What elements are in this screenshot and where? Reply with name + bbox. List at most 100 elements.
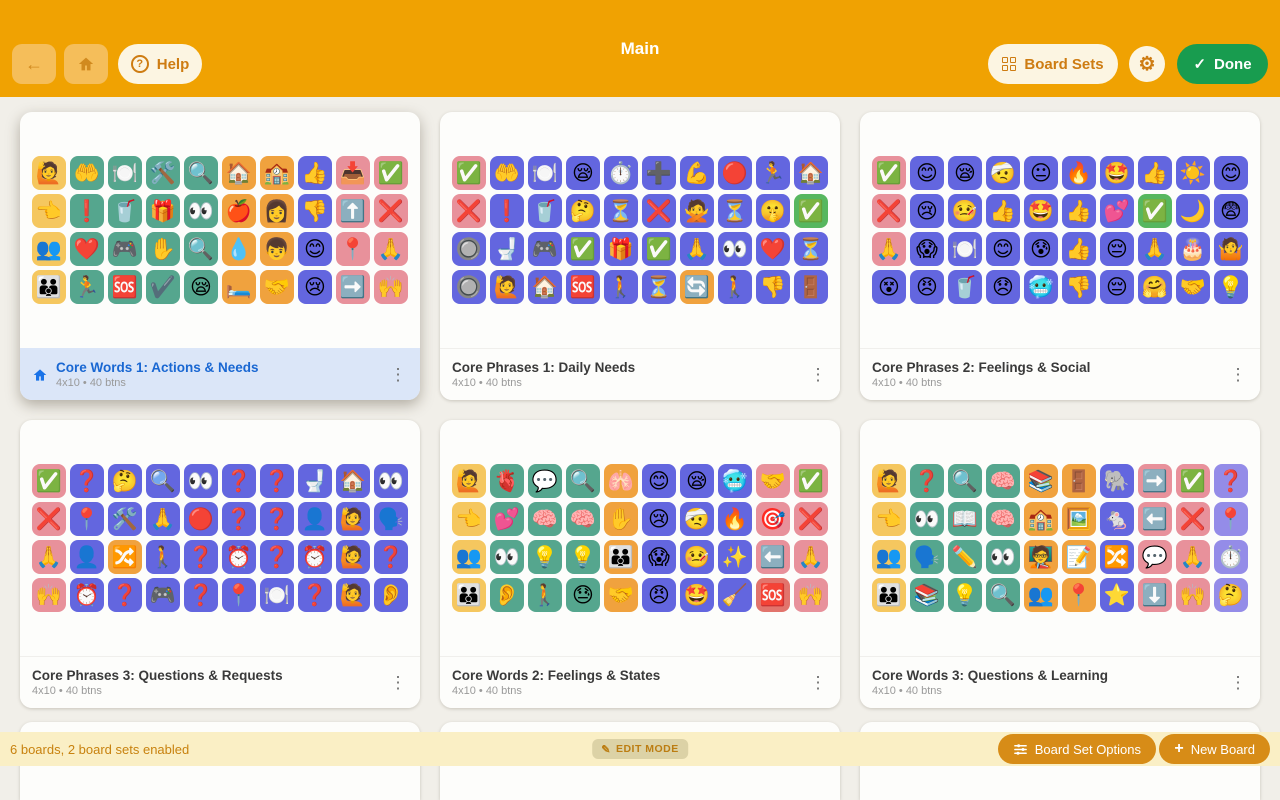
back-button[interactable]: ← [12, 44, 56, 84]
board-title: Core Words 2: Feelings & States [452, 668, 661, 683]
settings-button[interactable]: ⚙ [1129, 46, 1165, 82]
board-card[interactable]: ✅ ❓ 🤔 🔍 👀 ❓ ❓ 🚽 🏠 👀 ❌ 📍 🛠️ 🙏 🔴 ❓ ❓ 👤 🙋 🗣️ 🙏 👤 🔀 🚶 ❓ ⏰ ❓ ⏰ 🙋 ❓ 🙌 ⏰ ❓ 🎮 ❓ 📍 🍽️… [20, 420, 420, 708]
board-preview-cell: 🚶 [146, 540, 180, 574]
board-preview-cell: 🍽️ [108, 156, 142, 190]
board-preview-cell: 🏃 [70, 270, 104, 304]
board-menu-button[interactable]: ⋮ [389, 364, 407, 384]
board-preview-cell: 🥤 [528, 194, 562, 228]
board-preview-cell: ✏️ [948, 540, 982, 574]
board-preview-cell: 😢 [642, 502, 676, 536]
board-menu-button[interactable]: ⋮ [389, 672, 407, 692]
board-preview-cell: 🏫 [260, 156, 294, 190]
board-preview-cell: 🧠 [528, 502, 562, 536]
board-preview-cell: 🤔 [1214, 578, 1248, 612]
board-preview-cell: 🎮 [108, 232, 142, 266]
board-preview-cell: 👥 [452, 540, 486, 574]
top-toolbar: ← ? Help Main Board Sets ⚙ ✓ Done [0, 0, 1280, 97]
board-card[interactable]: 🙋 🤲 🍽️ 🛠️ 🔍 🏠 🏫 👍 📥 ✅ 👈 ❗ 🥤 🎁 👀 🍎 👩 👎 ⬆️ ❌ 👥 ❤️ 🎮 ✋ 🔍 💧 👦 😊 📍 🙏 👪 🏃 🆘 ✔️ 😪… [20, 112, 420, 400]
board-preview-cell: 😠 [910, 270, 944, 304]
board-preview-cell: 👀 [184, 464, 218, 498]
board-preview-cell: 😊 [298, 232, 332, 266]
help-label: Help [156, 55, 190, 73]
board-preview-cell: 💬 [1138, 540, 1172, 574]
board-preview-cell: ✅ [1138, 194, 1172, 228]
board-preview-cell: 🙌 [32, 578, 66, 612]
home-button[interactable] [64, 44, 108, 84]
board-card[interactable]: 🙋 🫀 💬 🔍 🫁 😊 😪 🥶 🤝 ✅ 👈 💕 🧠 🧠 ✋ 😢 🤕 🔥 🎯 ❌ 👥 👀 💡 💡 👪 😱 🤒 ✨ ⬅️ 🙏 👪 👂 🚶 😓 🤝 😠 🤩 🧹 🆘… [440, 420, 840, 708]
board-preview-cell: 👂 [490, 578, 524, 612]
board-preview-cell: 😊 [910, 156, 944, 190]
board-set-options-button[interactable]: Board Set Options [997, 734, 1156, 764]
board-preview-cell: 🔥 [718, 502, 752, 536]
board-menu-button[interactable]: ⋮ [809, 672, 827, 692]
board-preview-cell: 💬 [528, 464, 562, 498]
board-sets-button[interactable]: Board Sets [988, 44, 1118, 84]
board-preview-cell: 💡 [1214, 270, 1248, 304]
board-preview-cell: ➡️ [1138, 464, 1172, 498]
board-preview-cell: ✅ [642, 232, 676, 266]
board-preview-cell: 😪 [566, 156, 600, 190]
board-preview-cell: 🙋 [336, 578, 370, 612]
board-preview-cell: ➕ [642, 156, 676, 190]
board-preview-cell: 🍎 [222, 194, 256, 228]
board-preview-cell: ⏱️ [604, 156, 638, 190]
board-preview-cell: 👍 [986, 194, 1020, 228]
board-preview-cell: 🙋 [490, 270, 524, 304]
board-card[interactable]: ✅ 🤲 🍽️ 😪 ⏱️ ➕ 💪 🔴 🏃 🏠 ❌ ❗ 🥤 🤔 ⏳ ❌ 🙅 ⏳ 🤫 ✅ 🔘 🚽 🎮 ✅ 🎁 ✅ 🙏 👀 ❤️ ⏳ 🔘 🙋 🏠 🆘 🚶 ⏳ 🔄… [440, 112, 840, 400]
board-preview-cell: 📝 [1062, 540, 1096, 574]
board-preview-cell: 🙏 [680, 232, 714, 266]
board-preview-cell: 🤲 [490, 156, 524, 190]
board-preview-cell: 👤 [298, 502, 332, 536]
board-preview-cell: 💡 [566, 540, 600, 574]
board-preview-cell: ✅ [32, 464, 66, 498]
board-preview-cell: ❓ [260, 540, 294, 574]
board-preview-cell: 🔴 [718, 156, 752, 190]
edit-mode-badge: ✎ EDIT MODE [592, 739, 688, 759]
board-preview-cell: 🤒 [948, 194, 982, 228]
board-preview-cell: 🔥 [1062, 156, 1096, 190]
board-title: Core Words 3: Questions & Learning [872, 668, 1109, 683]
board-card-footer: Core Words 1: Actions & Needs 4x10 • 40 b… [20, 348, 420, 400]
board-preview-cell: 👥 [1024, 578, 1058, 612]
board-preview-cell: 🙅 [680, 194, 714, 228]
board-preview-cell: ⬅️ [756, 540, 790, 574]
board-preview-cell: 💡 [948, 578, 982, 612]
board-preview-cell: 🤲 [70, 156, 104, 190]
board-preview: 🙋 ❓ 🔍 🧠 📚 🚪 🐘 ➡️ ✅ ❓ 👈 👀 📖 🧠 🏫 🖼️ 🐁 ⬅️ ❌ 📍 👥 🗣️ ✏️ 👀 🧑‍🏫 📝 🔀 💬 🙏 ⏱️ 👪 📚… [860, 420, 1260, 656]
board-sets-grid-icon [1002, 57, 1017, 71]
board-preview-cell: 🤕 [986, 156, 1020, 190]
board-preview-cell: 🛠️ [108, 502, 142, 536]
board-menu-button[interactable]: ⋮ [809, 364, 827, 384]
board-preview-cell: 😢 [298, 270, 332, 304]
home-board-icon [32, 367, 48, 383]
board-menu-button[interactable]: ⋮ [1229, 672, 1247, 692]
board-preview-cell: ❌ [374, 194, 408, 228]
board-preview-cell: 🤝 [260, 270, 294, 304]
help-button[interactable]: ? Help [118, 44, 202, 84]
board-preview-cell: 👩 [260, 194, 294, 228]
board-preview-cell: 🙌 [374, 270, 408, 304]
done-button[interactable]: ✓ Done [1177, 44, 1268, 84]
board-preview-cell: 😢 [910, 194, 944, 228]
board-preview-cell: ⏱️ [1214, 540, 1248, 574]
board-preview-cell: 👎 [756, 270, 790, 304]
board-card[interactable]: ✅ 😊 😪 🤕 😐 🔥 🤩 👍 ☀️ 😊 ❌ 😢 🤒 👍 🤩 👍 💕 ✅ 🌙 😨 🙏 😱 🍽️ 😊 😰 👍 😔 🙏 🎂 🤷 😵 😠 🥤 😞 🥶 👎 😔 🤗… [860, 112, 1260, 400]
board-preview-cell: 🍽️ [260, 578, 294, 612]
board-preview-cell: 🚶 [528, 578, 562, 612]
board-card-footer: Core Phrases 1: Daily Needs 4x10 • 40 btn… [440, 348, 840, 400]
new-board-button[interactable]: + New Board [1159, 734, 1270, 764]
board-menu-button[interactable]: ⋮ [1229, 364, 1247, 384]
board-preview-cell: ✨ [718, 540, 752, 574]
board-preview-cell: 😪 [184, 270, 218, 304]
board-preview-cell: 🔍 [146, 464, 180, 498]
board-preview-cell: ❓ [184, 540, 218, 574]
board-preview-cell: ❓ [298, 578, 332, 612]
board-preview-cell: ❓ [184, 578, 218, 612]
board-preview-cell: ❓ [260, 502, 294, 536]
gear-icon: ⚙ [1138, 53, 1156, 75]
board-card[interactable]: 🙋 ❓ 🔍 🧠 📚 🚪 🐘 ➡️ ✅ ❓ 👈 👀 📖 🧠 🏫 🖼️ 🐁 ⬅️ ❌ 📍 👥 🗣️ ✏️ 👀 🧑‍🏫 📝 🔀 💬 🙏 ⏱️ 👪 📚… [860, 420, 1260, 708]
board-preview-cell: 😰 [1024, 232, 1058, 266]
board-preview-cell: 🐘 [1100, 464, 1134, 498]
board-preview-cell: ❤️ [70, 232, 104, 266]
tune-icon [1013, 743, 1027, 755]
